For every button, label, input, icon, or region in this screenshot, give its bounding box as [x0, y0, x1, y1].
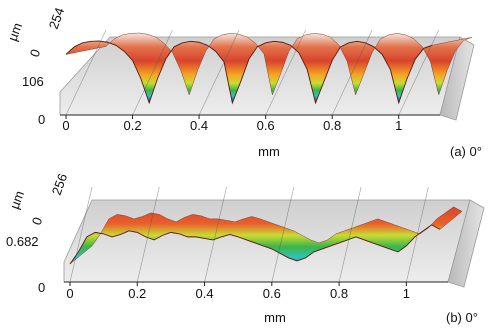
- pa-x-tick-label-1: 0.2: [124, 118, 142, 133]
- pb-depth-label-zero: 0: [38, 280, 45, 295]
- pb-grid-line-5: [406, 186, 429, 283]
- pa-grid-line-1: [132, 29, 173, 116]
- pa-side-wall: [439, 36, 475, 121]
- pb-grid-line-4: [338, 186, 362, 283]
- pa-grid-line-5: [398, 29, 439, 116]
- pb-z-tick-label-zero: 0: [29, 215, 46, 227]
- pb-x-tick-label-0: 0: [66, 286, 73, 301]
- pa-x-tick-label-4: 0.8: [323, 118, 341, 133]
- pb-grid-line-0: [69, 186, 93, 283]
- pa-z-axis-label: µm: [5, 21, 25, 43]
- pa-grid-line-3: [265, 29, 306, 116]
- pb-grid-line-2: [204, 186, 227, 283]
- pb-side-wall: [447, 199, 485, 288]
- pa-grid-line-2: [198, 29, 240, 116]
- pb-x-tick-label-3: 0.6: [263, 286, 281, 301]
- pb-panel-label: (b) 0°: [446, 310, 478, 325]
- pb-profile-line: [69, 224, 441, 265]
- pa-profile-line: [65, 40, 433, 105]
- pa-x-tick-label-0: 0: [62, 118, 69, 133]
- pb-z-tick-label-max: 256: [49, 172, 71, 198]
- pa-z-tick-label-zero: 0: [27, 47, 44, 59]
- pb-x-tick-label-4: 0.8: [330, 286, 348, 301]
- pb-grid-line-3: [271, 186, 295, 283]
- pb-x-axis-label: mm: [264, 310, 286, 325]
- pb-x-tick-label-5: 1: [403, 286, 410, 301]
- pb-grid-line-1: [136, 186, 160, 283]
- pa-depth-label-zero: 0: [38, 112, 45, 127]
- pa-grid-line-4: [331, 29, 373, 116]
- panel-b: 0 0.2 0.4 0.6 0.8 1 mm µm 256 0 0.682 0 (b) 0°: [6, 172, 485, 325]
- pa-panel-label: (a) 0°: [450, 144, 482, 159]
- pa-depth-label-max: 106: [22, 74, 44, 89]
- pb-depth-label-max: 0.682: [6, 234, 39, 249]
- pa-x-tick-label-2: 0.4: [190, 118, 208, 133]
- pa-z-tick-label-max: 254: [46, 6, 68, 32]
- pa-x-tick-label-5: 1: [395, 118, 402, 133]
- pa-x-tick-label-3: 0.6: [257, 118, 275, 133]
- pa-x-axis-label: mm: [258, 144, 280, 159]
- pb-x-tick-label-2: 0.4: [196, 286, 214, 301]
- pb-x-tick-label-1: 0.2: [128, 286, 146, 301]
- pa-grid-line-0: [65, 29, 107, 116]
- pb-z-axis-label: µm: [7, 189, 27, 211]
- panel-a: 0 0.2 0.4 0.6 0.8 1 mm µm 254 0 106 0 (a) 0°: [5, 6, 482, 159]
